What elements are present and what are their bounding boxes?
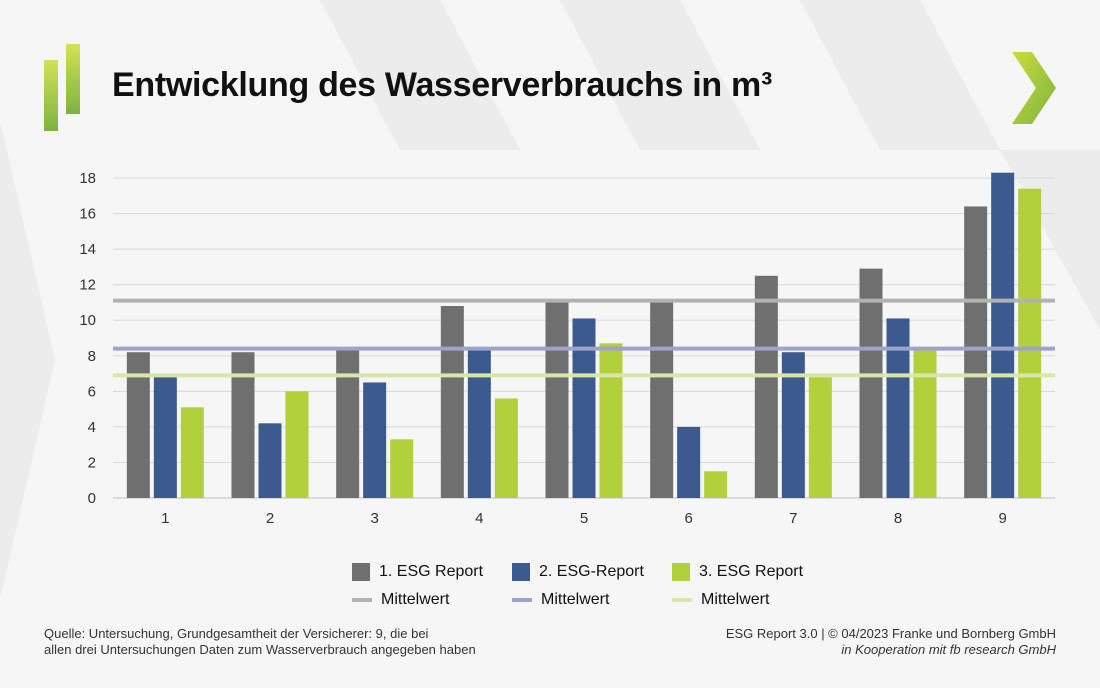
legend-label: Mittelwert xyxy=(381,591,450,608)
legend-swatch xyxy=(672,563,690,581)
y-tick-label: 4 xyxy=(88,419,96,436)
x-tick-label: 3 xyxy=(370,510,378,527)
bar-series-2-cat-4 xyxy=(467,350,491,498)
legend-line-swatch xyxy=(672,598,692,602)
bar-series-1-cat-8 xyxy=(859,268,883,498)
x-axis-ticks: 1 2 3 4 5 6 7 8 9 xyxy=(161,510,1007,527)
bar-series-2-cat-1 xyxy=(153,377,177,498)
footer-line-2: in Kooperation mit fb research GmbH xyxy=(841,642,1056,657)
legend-label: 2. ESG-Report xyxy=(539,563,644,580)
mean-lines xyxy=(113,298,1055,378)
bar-series-1-cat-7 xyxy=(754,275,778,498)
legend-label: 1. ESG Report xyxy=(379,563,484,580)
x-tick-label: 5 xyxy=(580,510,588,527)
bar-series-3-cat-5 xyxy=(599,343,623,498)
bar-series-3-cat-2 xyxy=(285,391,309,498)
legend-item-series-3: 3. ESG Report xyxy=(672,563,832,581)
legend-item-series-1: 1. ESG Report xyxy=(352,563,512,581)
legend-item-mean-1: Mittelwert xyxy=(352,591,512,609)
bar-series-3-cat-4 xyxy=(494,398,518,498)
bar-series-1-cat-1 xyxy=(126,352,150,498)
bar-series-3-cat-1 xyxy=(180,407,204,498)
bar-series-3-cat-9 xyxy=(1018,188,1042,498)
y-tick-label: 16 xyxy=(79,206,96,223)
y-tick-label: 14 xyxy=(79,241,96,258)
bar-series-2-cat-3 xyxy=(363,382,387,498)
legend-label: Mittelwert xyxy=(541,591,610,608)
x-tick-label: 6 xyxy=(684,510,692,527)
bar-series-2-cat-5 xyxy=(572,318,596,498)
legend-swatch xyxy=(352,563,370,581)
y-tick-label: 0 xyxy=(88,490,96,507)
bar-series-1-cat-4 xyxy=(440,306,464,498)
chevron-right-icon[interactable] xyxy=(1008,50,1060,126)
bar-series-1-cat-5 xyxy=(545,302,569,498)
x-tick-label: 7 xyxy=(789,510,797,527)
bar-series-1-cat-3 xyxy=(336,350,360,498)
x-tick-label: 1 xyxy=(161,510,169,527)
bar-series-2-cat-2 xyxy=(258,423,282,498)
source-line-2: allen drei Untersuchungen Daten zum Wass… xyxy=(44,642,476,657)
legend-label: Mittelwert xyxy=(701,591,770,608)
footer-line-1: ESG Report 3.0 | © 04/2023 Franke und Bo… xyxy=(725,626,1056,641)
x-tick-label: 9 xyxy=(998,510,1006,527)
logo-bar-tall xyxy=(66,44,80,114)
legend-series-row: 1. ESG Report 2. ESG-Report 3. ESG Repor… xyxy=(352,558,832,586)
legend-line-swatch xyxy=(352,598,372,602)
bars xyxy=(126,172,1042,498)
y-tick-label: 12 xyxy=(79,277,96,294)
y-tick-label: 8 xyxy=(88,348,96,365)
legend-line-swatch xyxy=(512,598,532,602)
x-tick-label: 8 xyxy=(894,510,902,527)
bar-series-2-cat-7 xyxy=(781,352,805,498)
bar-series-1-cat-9 xyxy=(964,206,988,498)
bar-series-3-cat-3 xyxy=(390,439,414,498)
y-tick-label: 18 xyxy=(79,170,96,187)
logo-bar-short xyxy=(44,60,58,131)
bar-series-1-cat-2 xyxy=(231,352,255,498)
y-tick-label: 2 xyxy=(88,454,96,471)
legend-item-series-2: 2. ESG-Report xyxy=(512,563,672,581)
page-title: Entwicklung des Wasserverbrauchs in m³ xyxy=(112,66,772,104)
legend-swatch xyxy=(512,563,530,581)
bar-series-3-cat-7 xyxy=(808,375,832,498)
legend-label: 3. ESG Report xyxy=(699,563,804,580)
bar-series-1-cat-6 xyxy=(650,302,674,498)
source-line-1: Quelle: Untersuchung, Grundgesamtheit de… xyxy=(44,626,429,641)
x-tick-label: 4 xyxy=(475,510,483,527)
brand-logo xyxy=(44,44,80,131)
source-note: Quelle: Untersuchung, Grundgesamtheit de… xyxy=(44,626,476,658)
y-tick-label: 10 xyxy=(79,312,96,329)
x-tick-label: 2 xyxy=(266,510,274,527)
bar-series-3-cat-6 xyxy=(704,471,728,498)
bar-series-3-cat-8 xyxy=(913,350,937,498)
legend-mean-row: Mittelwert Mittelwert Mittelwert xyxy=(352,586,832,614)
y-axis-ticks: 0 2 4 6 8 10 12 14 16 18 xyxy=(79,170,96,507)
chart-legend: 1. ESG Report 2. ESG-Report 3. ESG Repor… xyxy=(352,558,832,614)
copyright-footer: ESG Report 3.0 | © 04/2023 Franke und Bo… xyxy=(726,626,1056,658)
legend-item-mean-3: Mittelwert xyxy=(672,591,832,609)
bar-series-2-cat-8 xyxy=(886,318,910,498)
bar-series-2-cat-6 xyxy=(677,426,701,498)
y-tick-label: 6 xyxy=(88,383,96,400)
legend-item-mean-2: Mittelwert xyxy=(512,591,672,609)
bar-series-2-cat-9 xyxy=(991,172,1015,498)
